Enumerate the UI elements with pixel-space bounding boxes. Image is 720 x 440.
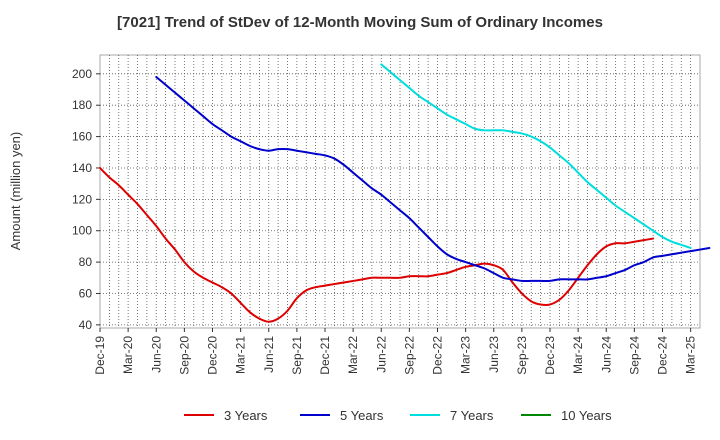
legend-label-7-years: 7 Years — [450, 408, 494, 423]
series-line-5-years — [155, 75, 711, 283]
y-tick-label: 160 — [72, 130, 92, 144]
legend: 3 Years 5 Years 7 Years 10 Years — [184, 408, 612, 423]
y-tick-label: 200 — [72, 67, 92, 81]
y-tick-label: 140 — [72, 161, 92, 175]
x-tick-label: Jun-23 — [487, 336, 501, 373]
x-tick-label: Mar-20 — [121, 336, 135, 374]
x-tick-label: Dec-22 — [431, 336, 445, 375]
x-tick-label: Sep-21 — [290, 336, 304, 375]
x-tick-label: Sep-20 — [177, 336, 191, 375]
y-tick-label: 40 — [79, 318, 93, 332]
x-tick-label: Sep-23 — [515, 336, 529, 375]
x-tick-label: Mar-25 — [684, 336, 698, 374]
x-tick-label: Sep-22 — [402, 336, 416, 375]
y-tick-label: 100 — [72, 224, 92, 238]
grid — [100, 55, 700, 328]
legend-label-5-years: 5 Years — [340, 408, 384, 423]
series-line-7-years — [380, 63, 692, 249]
x-tick-label: Mar-21 — [234, 336, 248, 374]
x-tick-label: Dec-24 — [656, 336, 670, 375]
x-tick-label: Jun-20 — [149, 336, 163, 373]
legend-label-3-years: 3 Years — [224, 408, 268, 423]
x-tick-label: Jun-21 — [262, 336, 276, 373]
y-tick-label: 180 — [72, 98, 92, 112]
x-tick-label: Mar-22 — [346, 336, 360, 374]
y-tick-label: 120 — [72, 192, 92, 206]
series-line-3-years — [99, 166, 655, 323]
x-tick-label: Dec-23 — [543, 336, 557, 375]
y-axis: 40 60 80 100 120 140 160 180 200 — [72, 67, 100, 332]
y-axis-title: Amount (million yen) — [8, 132, 23, 251]
x-tick-label: Dec-20 — [206, 336, 220, 375]
x-tick-label: Mar-24 — [571, 336, 585, 374]
series-lines — [99, 63, 711, 323]
x-tick-label: Dec-19 — [93, 336, 107, 375]
x-axis: Dec-19 Mar-20 Jun-20 Sep-20 Dec-20 Mar-21 Jun-… — [93, 328, 698, 375]
x-tick-label: Dec-21 — [318, 336, 332, 375]
x-tick-label: Sep-24 — [627, 336, 641, 375]
y-tick-label: 60 — [79, 286, 93, 300]
legend-label-10-years: 10 Years — [561, 408, 612, 423]
x-tick-label: Jun-22 — [374, 336, 388, 373]
y-tick-label: 80 — [79, 255, 93, 269]
x-tick-label: Mar-23 — [459, 336, 473, 374]
plot-area — [99, 54, 701, 329]
x-tick-label: Jun-24 — [599, 336, 613, 373]
chart-title: [7021] Trend of StDev of 12-Month Moving… — [117, 14, 603, 31]
